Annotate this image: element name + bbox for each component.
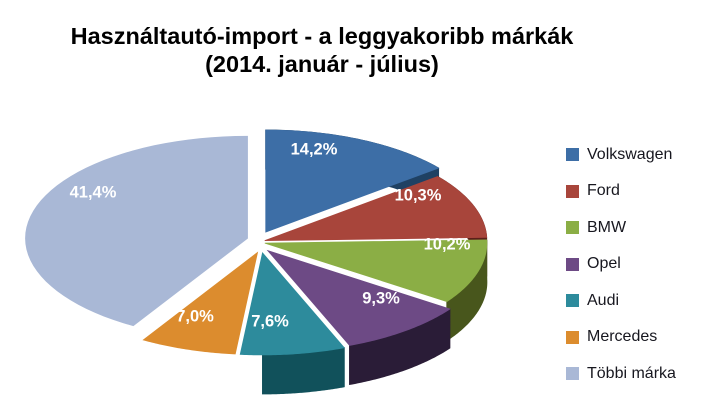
svg-text:14,2%: 14,2%	[291, 140, 338, 158]
svg-text:7,0%: 7,0%	[176, 307, 214, 325]
svg-text:41,4%: 41,4%	[70, 183, 117, 201]
svg-text:10,2%: 10,2%	[424, 235, 471, 253]
svg-text:9,3%: 9,3%	[362, 289, 400, 307]
svg-text:10,3%: 10,3%	[395, 186, 442, 204]
svg-text:7,6%: 7,6%	[251, 312, 289, 330]
